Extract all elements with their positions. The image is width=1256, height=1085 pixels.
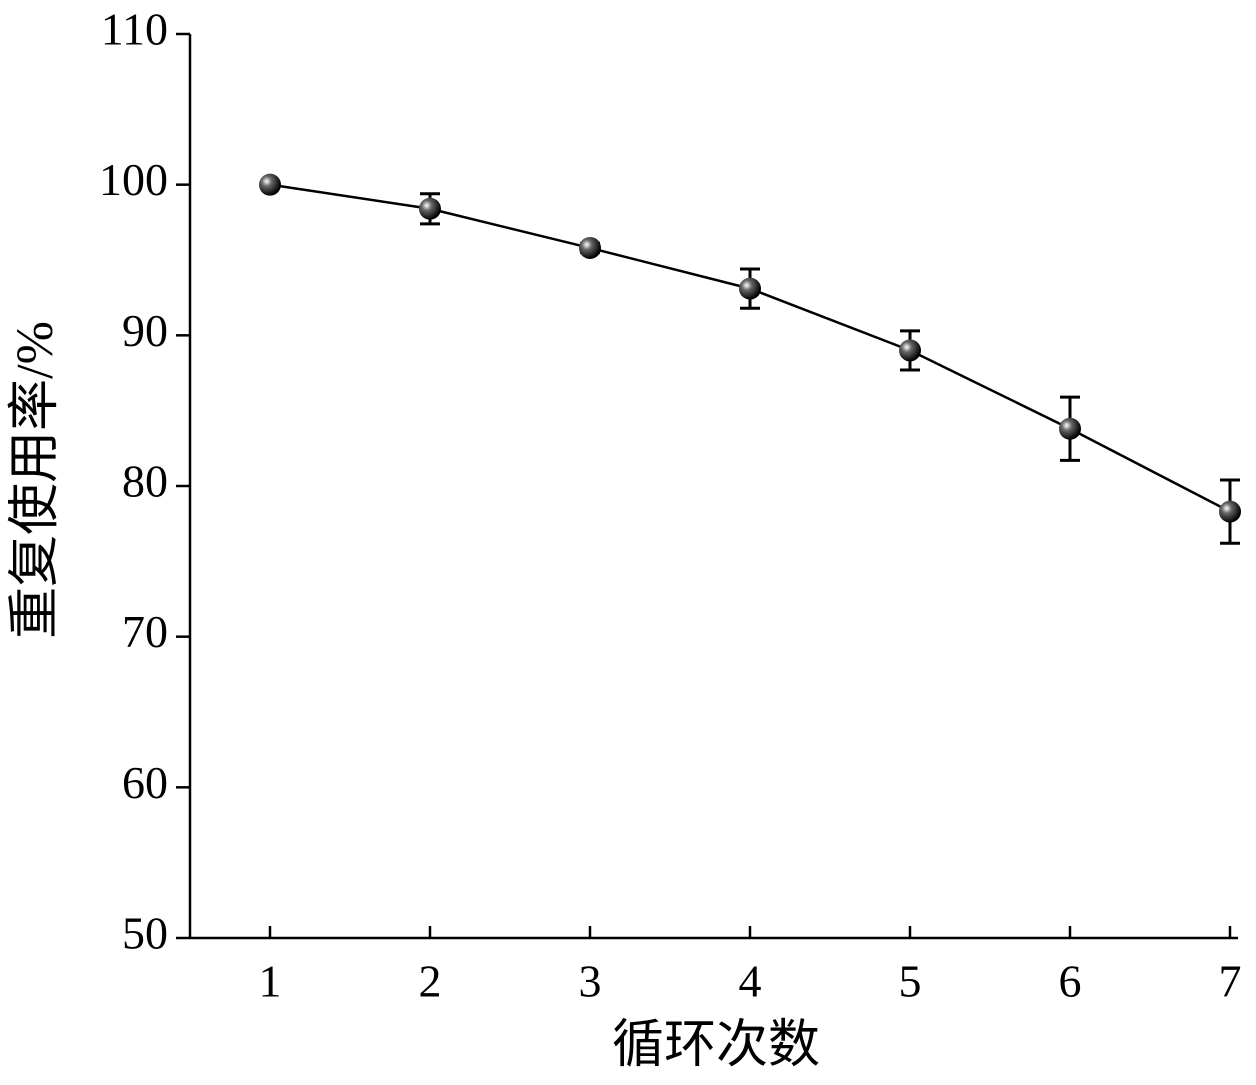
data-point xyxy=(1219,500,1241,523)
y-axis-label: 重复使用率/% xyxy=(7,321,64,639)
data-point xyxy=(1059,417,1081,440)
y-tick-label: 90 xyxy=(122,305,168,356)
x-axis-label: 循环次数 xyxy=(612,1017,820,1074)
x-tick-label: 3 xyxy=(579,956,602,1007)
data-point xyxy=(899,339,921,362)
y-tick-label: 80 xyxy=(122,456,168,507)
data-point xyxy=(419,197,441,220)
data-point xyxy=(739,277,761,300)
x-tick-label: 2 xyxy=(419,956,442,1007)
x-tick-label: 7 xyxy=(1219,956,1242,1007)
data-point xyxy=(579,236,601,259)
data-line xyxy=(269,183,1231,513)
y-tick-label: 110 xyxy=(101,4,168,55)
y-tick-label: 70 xyxy=(122,606,168,657)
y-tick-label: 60 xyxy=(122,757,168,808)
y-tick-label: 50 xyxy=(122,908,168,959)
y-tick-label: 100 xyxy=(99,154,168,205)
x-tick-label: 6 xyxy=(1059,956,1082,1007)
x-tick-label: 1 xyxy=(259,956,282,1007)
data-point xyxy=(259,173,281,196)
x-tick-label: 4 xyxy=(739,956,762,1007)
x-tick-label: 5 xyxy=(899,956,922,1007)
